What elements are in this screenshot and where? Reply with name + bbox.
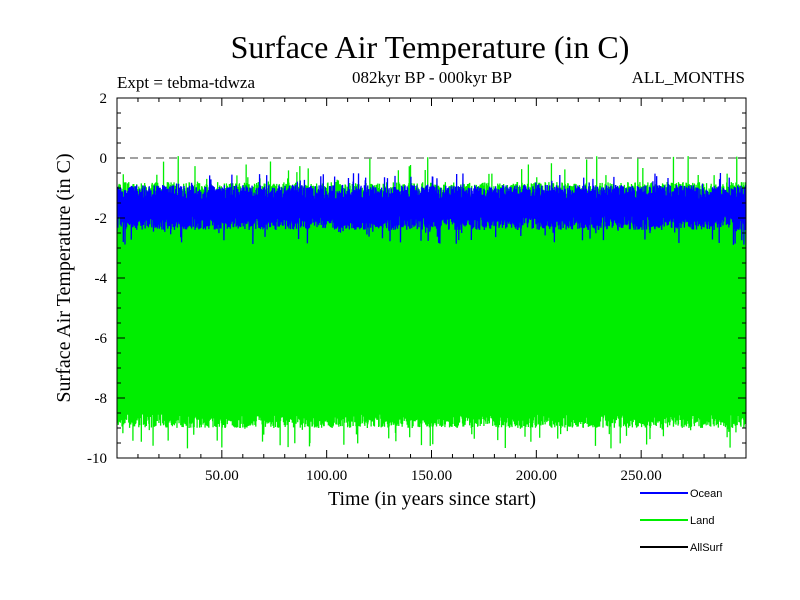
x-tick-label: 150.00 [411, 468, 452, 484]
legend-label-ocean: Ocean [690, 488, 722, 500]
y-tick-label: -4 [95, 271, 108, 287]
chart-title: Surface Air Temperature (in C) [231, 29, 630, 65]
legend-label-land: Land [690, 515, 714, 527]
x-tick-label: 50.00 [205, 468, 239, 484]
y-tick-label: -6 [95, 331, 108, 347]
x-tick-label: 250.00 [621, 468, 662, 484]
period-label: 082kyr BP - 000kyr BP [352, 68, 512, 87]
plot-area: 50.00 100.00 150.00 200.00 250.00 2 0 -2 -4 -6 -8 -… [87, 91, 747, 484]
y-axis-label: Surface Air Temperature (in C) [53, 153, 75, 402]
y-tick-label: 0 [100, 151, 108, 167]
legend: Ocean Land AllSurf [640, 488, 723, 554]
y-tick-label: -10 [87, 451, 107, 467]
series-ocean [117, 173, 746, 245]
x-axis-label: Time (in years since start) [328, 488, 536, 510]
y-tick-label: -8 [95, 391, 108, 407]
x-tick-label: 100.00 [306, 468, 347, 484]
experiment-label: Expt = tebma-tdwza [117, 73, 255, 92]
y-tick-label: -2 [95, 211, 108, 227]
legend-label-allsurf: AllSurf [690, 542, 723, 554]
x-tick-label: 200.00 [516, 468, 557, 484]
months-label: ALL_MONTHS [632, 68, 745, 87]
series-land [117, 156, 746, 449]
y-tick-label: 2 [100, 91, 108, 107]
